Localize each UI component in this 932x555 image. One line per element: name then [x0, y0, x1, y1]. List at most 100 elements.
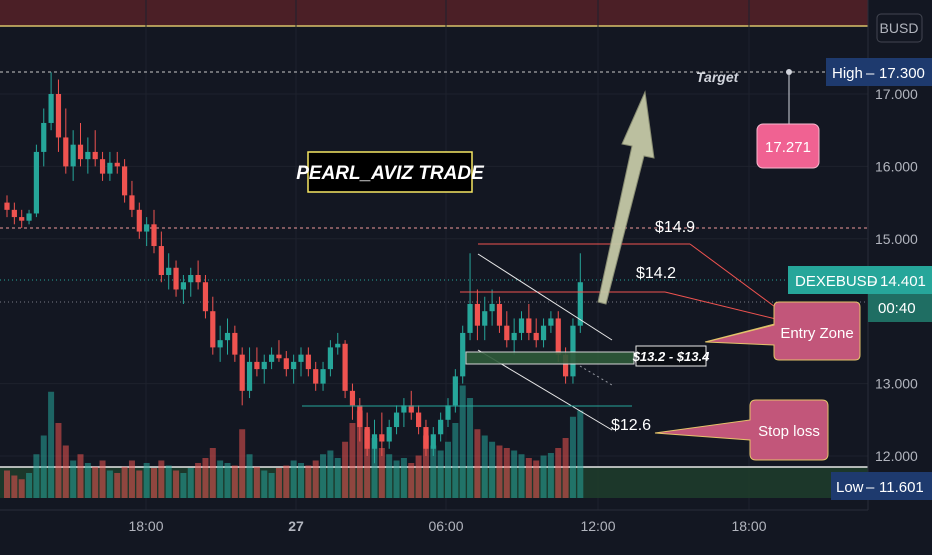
currency-button[interactable] [876, 13, 923, 43]
volume-bar [437, 450, 444, 498]
volume-bar [533, 460, 540, 498]
volume-bar [408, 463, 415, 498]
candle-body [364, 427, 370, 449]
candle-body [173, 267, 179, 290]
time-tick-label: 12:00 [580, 518, 615, 534]
candle-body [4, 202, 10, 210]
candle-body [335, 343, 341, 348]
countdown-value: 00:40 [878, 300, 916, 317]
volume-bar [121, 466, 128, 498]
stop-loss-label: Stop loss [758, 423, 820, 440]
candle-body [577, 282, 583, 326]
candle-body [570, 325, 576, 377]
volume-bar [452, 423, 459, 498]
candle-body [232, 332, 238, 355]
candle-body [305, 354, 311, 370]
candle-body [349, 390, 356, 406]
candles [4, 72, 583, 464]
volume-bar [202, 458, 209, 498]
volume-bar [430, 445, 437, 498]
candle-body [489, 303, 495, 312]
candle-body [533, 332, 539, 341]
level-126-label: $12.6 [611, 417, 651, 434]
volume-bar [173, 470, 180, 498]
volume-bar [187, 468, 194, 498]
candle-body [188, 275, 194, 283]
target-price-box [756, 123, 820, 169]
entry-zone-label: Entry Zone [780, 325, 853, 342]
candle-body [283, 358, 289, 370]
price-tick-label: 16.000 [875, 158, 918, 174]
target-point [786, 69, 792, 75]
volume-bar [143, 463, 150, 498]
candle-body [504, 325, 510, 341]
candle-body [379, 434, 385, 442]
title-box [307, 151, 473, 193]
volume-bar [268, 473, 275, 498]
candle-body [63, 137, 69, 167]
candle-body [48, 94, 54, 123]
stop-loss-callout [654, 399, 829, 461]
high-tag [826, 58, 932, 86]
volume-bar [40, 435, 47, 498]
volume-bar [496, 445, 503, 498]
level-142-label: $14.2 [636, 265, 676, 282]
symbol-dash: – [868, 273, 877, 290]
candle-body [401, 405, 407, 413]
price-tick-label: 12.000 [875, 448, 918, 464]
candle-body [19, 217, 25, 221]
volume-bar [114, 473, 121, 498]
volume-bar [239, 429, 246, 498]
candle-body [496, 303, 503, 326]
candle-body [555, 318, 561, 355]
volume-bar [569, 416, 576, 498]
candle-body [136, 209, 142, 232]
volume-bar [525, 458, 532, 498]
candle-body [474, 303, 480, 326]
price-tick-label: 17.000 [875, 86, 918, 102]
volume-bar [275, 468, 282, 498]
candle-body [224, 332, 231, 341]
candle-body [122, 166, 128, 196]
candle-body [357, 405, 363, 428]
candle-body [99, 159, 106, 174]
volume-bar [261, 470, 268, 498]
currency-label: BUSD [880, 20, 919, 36]
volume-bar [180, 473, 187, 498]
volume-bar [371, 438, 378, 498]
volume-bar [48, 391, 55, 498]
candle-body [144, 224, 150, 232]
volume-bar [128, 460, 135, 498]
level-149-label: $14.9 [655, 219, 695, 236]
candle-body [460, 332, 466, 377]
volume-bar [349, 423, 356, 498]
low-tag-value: 11.601 [879, 479, 924, 496]
volume-bar [364, 429, 371, 498]
candle-body [327, 347, 333, 370]
candle-body [70, 144, 76, 167]
candle-body [210, 311, 216, 348]
time-axis[interactable] [0, 510, 932, 550]
candle-body [151, 224, 157, 247]
volume-bar [92, 466, 99, 498]
volume-bar [342, 441, 349, 498]
candle-body [33, 151, 39, 214]
volume-bar [305, 465, 312, 498]
candle-body [482, 311, 488, 326]
volume-bar [400, 458, 407, 498]
volume-bar [283, 465, 290, 498]
candle-body [416, 412, 422, 428]
candle-body [217, 340, 223, 348]
candle-body [166, 267, 172, 275]
time-tick-label: 06:00 [428, 518, 463, 534]
candle-body [239, 354, 245, 391]
countdown-tag [868, 294, 932, 322]
volume-bar [393, 460, 400, 498]
candle-body [254, 361, 260, 370]
candle-body [526, 318, 532, 333]
volume-bar [415, 455, 422, 498]
entry-range-label: $13.2 - $13.4 [632, 349, 710, 364]
volume-bar [165, 465, 172, 498]
